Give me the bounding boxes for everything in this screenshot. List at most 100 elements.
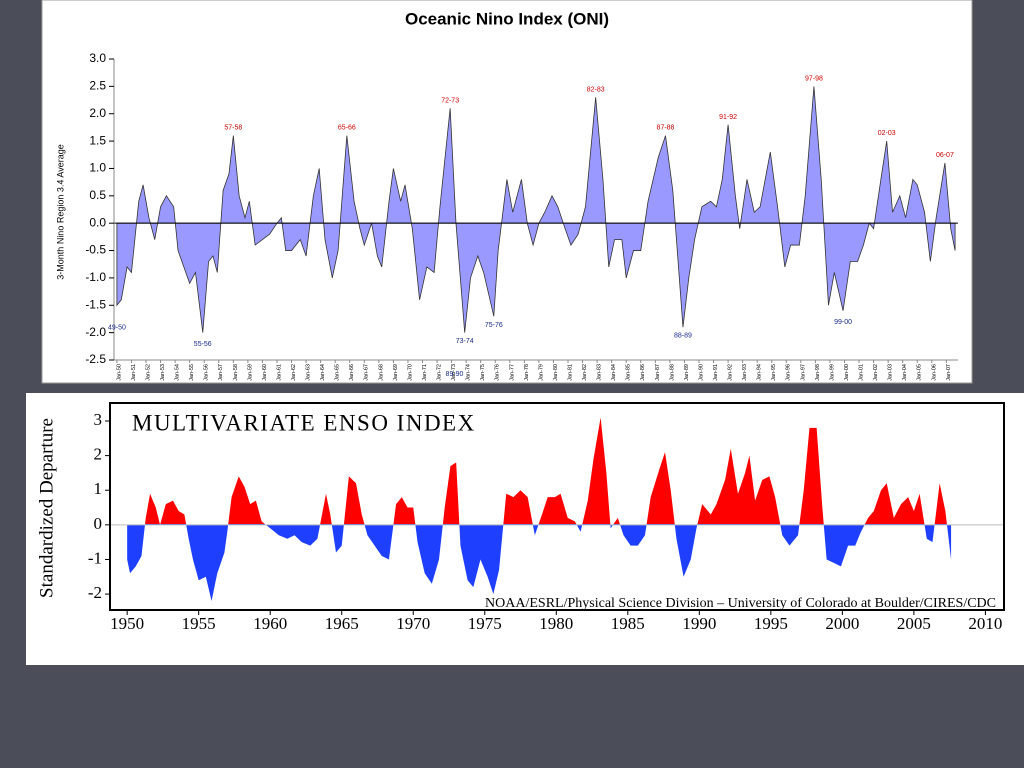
annotation: 97-98 <box>805 75 823 82</box>
y-tick-label: -2.5 <box>85 352 106 366</box>
x-tick-label: Jan-62 <box>291 364 297 381</box>
y-tick-label: -1.5 <box>85 297 106 311</box>
x-tick-label: Jan-67 <box>364 364 370 381</box>
annotation: 55-56 <box>194 341 212 348</box>
x-tick-label: 1955 <box>182 614 216 633</box>
x-tick-label: Jan-75 <box>480 364 486 381</box>
x-tick-label: Jan-76 <box>495 364 501 381</box>
x-tick-label: 1950 <box>110 614 144 633</box>
x-tick-label: Jan-88 <box>669 364 675 381</box>
y-tick-label: 3 <box>94 410 103 429</box>
plot-frame <box>109 402 1005 611</box>
x-tick-label: Jan-79 <box>538 364 544 381</box>
mei-credit: NOAA/ESRL/Physical Science Division – Un… <box>485 596 996 611</box>
x-tick-label: 1990 <box>682 614 716 633</box>
x-tick-label: Jan-93 <box>742 364 748 381</box>
x-tick-label: Jan-00 <box>844 364 850 381</box>
x-tick-label: Jan-65 <box>335 364 341 381</box>
annotation: 06-07 <box>936 152 954 159</box>
x-tick-label: 1980 <box>539 614 573 633</box>
x-tick-label: Jan-64 <box>320 364 326 381</box>
x-tick-label: Jan-80 <box>553 364 559 381</box>
y-tick-label: 0 <box>94 514 103 533</box>
annotation: 91-92 <box>719 114 737 121</box>
x-tick-label: 1985 <box>611 614 645 633</box>
x-tick-label: Jan-92 <box>728 364 734 381</box>
x-tick-label: Jan-81 <box>567 364 573 381</box>
x-tick-label: Jan-72 <box>437 364 443 381</box>
x-tick-label: Jan-03 <box>888 364 894 381</box>
x-tick-label: 1965 <box>325 614 359 633</box>
x-tick-label: Jan-95 <box>771 364 777 381</box>
y-tick-label: 0.0 <box>89 215 106 229</box>
x-tick-label: Jan-55 <box>189 364 195 381</box>
positive-area <box>145 417 947 524</box>
oni-y-label: 3-Month Nino Region 3.4 Average <box>55 144 65 279</box>
mei-y-label: Standardized Departure <box>36 418 57 598</box>
y-tick-label: 2.5 <box>89 79 106 93</box>
x-tick-label: Jan-78 <box>524 364 530 381</box>
x-tick-label: Jan-56 <box>204 364 210 381</box>
x-tick-label: Jan-05 <box>917 364 923 381</box>
x-tick-label: Jan-84 <box>611 364 617 381</box>
x-tick-label: Jan-02 <box>873 364 879 381</box>
annotation: 75-76 <box>485 322 503 329</box>
y-tick-label: 2 <box>94 445 103 464</box>
annotation: 65-66 <box>338 125 356 132</box>
annotation: 89-90 <box>446 371 464 378</box>
x-tick-label: Jan-06 <box>931 364 937 381</box>
annotation: 49-50 <box>108 325 126 332</box>
x-tick-label: Jan-50 <box>116 364 122 381</box>
y-tick-label: 2.0 <box>89 106 106 120</box>
x-tick-label: Jan-86 <box>640 364 646 381</box>
x-tick-label: Jan-69 <box>393 364 399 381</box>
x-tick-label: Jan-04 <box>902 364 908 381</box>
x-tick-label: Jan-71 <box>422 364 428 381</box>
annotation: 02-03 <box>878 130 896 137</box>
y-tick-label: 0.5 <box>89 188 106 202</box>
x-tick-label: Jan-85 <box>626 364 632 381</box>
x-tick-label: Jan-58 <box>233 364 239 381</box>
x-tick-label: Jan-53 <box>160 364 166 381</box>
y-tick-label: 1.0 <box>89 161 106 175</box>
x-tick-label: Jan-97 <box>800 364 806 381</box>
x-tick-label: Jan-99 <box>829 364 835 381</box>
x-tick-label: Jan-66 <box>349 364 355 381</box>
x-tick-label: 1960 <box>253 614 287 633</box>
y-tick-label: -0.5 <box>85 243 106 257</box>
x-tick-label: 1975 <box>468 614 502 633</box>
x-tick-label: Jan-59 <box>247 364 253 381</box>
y-tick-label: -2.0 <box>85 325 106 339</box>
annotation: 88-89 <box>674 333 692 340</box>
annotation: 87-88 <box>657 125 675 132</box>
area <box>116 86 956 333</box>
x-tick-label: Jan-52 <box>145 364 151 381</box>
x-tick-label: Jan-82 <box>582 364 588 381</box>
x-tick-label: Jan-91 <box>713 364 719 381</box>
x-tick-label: Jan-01 <box>859 364 865 381</box>
annotation: 99-00 <box>834 319 852 326</box>
x-tick-label: Jan-54 <box>175 364 181 381</box>
x-tick-label: Jan-60 <box>262 364 268 381</box>
x-tick-label: 1970 <box>396 614 430 633</box>
x-tick-label: 2010 <box>968 614 1002 633</box>
x-tick-label: Jan-73 <box>451 364 457 381</box>
x-tick-label: Jan-70 <box>407 364 413 381</box>
x-tick-label: Jan-68 <box>378 364 384 381</box>
annotation: 57-58 <box>224 125 242 132</box>
y-tick-label: -1 <box>88 548 102 567</box>
x-tick-label: Jan-83 <box>597 364 603 381</box>
x-tick-label: Jan-74 <box>466 364 472 381</box>
y-tick-label: 1 <box>94 479 103 498</box>
oni-title: Oceanic Nino Index (ONI) <box>405 9 609 28</box>
x-tick-label: Jan-77 <box>509 364 515 381</box>
y-tick-label: 1.5 <box>89 133 106 147</box>
x-tick-label: Jan-87 <box>655 364 661 381</box>
annotation: 72-73 <box>441 97 459 104</box>
x-tick-label: Jan-96 <box>786 364 792 381</box>
x-tick-label: Jan-89 <box>684 364 690 381</box>
x-tick-label: Jan-90 <box>698 364 704 381</box>
x-tick-label: Jan-61 <box>276 364 282 381</box>
